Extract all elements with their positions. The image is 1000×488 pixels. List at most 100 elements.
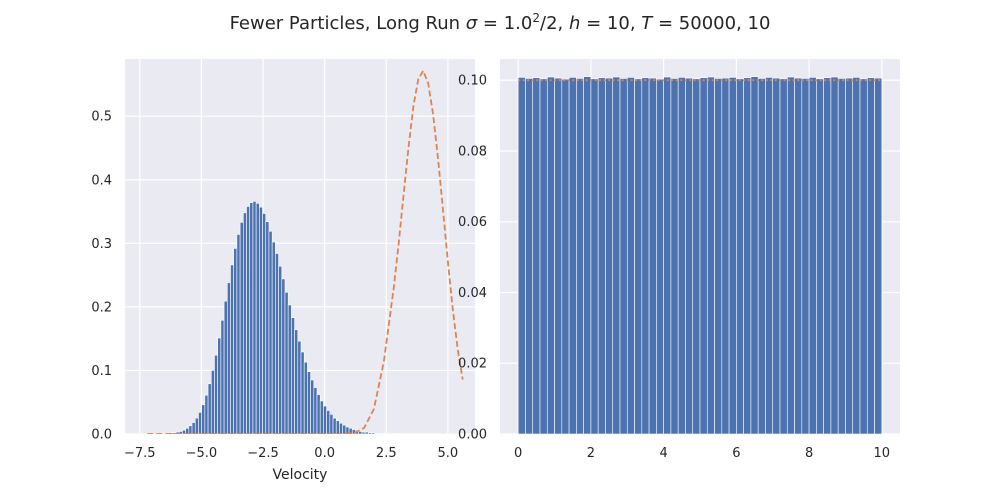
x-tick-label: 10 — [874, 446, 891, 461]
histogram-bar — [377, 433, 382, 434]
histogram-bar — [612, 76, 621, 434]
histogram-bar — [361, 431, 366, 434]
histogram-bar — [335, 420, 340, 434]
figure-title-math: 2 — [532, 11, 540, 25]
histogram-bar — [699, 77, 708, 434]
histogram-bar — [214, 354, 218, 434]
density-curve — [147, 68, 464, 434]
histogram-bar — [271, 241, 276, 434]
histogram-bar — [641, 77, 650, 434]
figure-title-math: T — [641, 13, 654, 34]
x-tick-label: −2.5 — [247, 446, 279, 461]
histogram-bar — [772, 77, 781, 434]
histogram-bar — [576, 78, 584, 434]
histogram-bar — [284, 291, 289, 434]
histogram-bar — [198, 412, 202, 434]
histogram-bar — [243, 212, 247, 434]
y-tick-label: 0.3 — [91, 237, 112, 252]
y-tick-label: 0.2 — [91, 300, 112, 315]
histogram-bar — [390, 433, 395, 434]
figure-title-math: = 1.0 — [477, 13, 532, 34]
histogram-bar — [648, 77, 657, 434]
histogram-bar — [670, 78, 679, 434]
histogram-bar — [255, 202, 260, 434]
histogram-bar — [316, 394, 321, 434]
histogram-bar — [517, 77, 526, 434]
histogram-bar — [220, 319, 225, 434]
histogram-bar — [364, 431, 369, 434]
histogram-bar — [188, 425, 193, 434]
histogram-bar — [852, 77, 861, 434]
histogram-bar — [249, 202, 254, 434]
histogram-bar — [230, 264, 234, 434]
histogram-bar — [191, 422, 196, 434]
histogram-bar — [339, 422, 343, 434]
y-tick-label: 0.08 — [458, 144, 487, 159]
histogram-bar — [568, 77, 577, 434]
histogram-bar — [714, 78, 723, 434]
histogram-bar — [287, 304, 292, 434]
histogram-bar — [845, 77, 854, 434]
histogram-bar — [874, 77, 883, 434]
figure-title-math: σ — [466, 13, 478, 34]
histogram-bar — [367, 432, 372, 434]
histogram-bar — [374, 433, 379, 434]
y-tick-label: 0.00 — [458, 428, 487, 443]
histogram-bar — [204, 394, 209, 434]
histogram-bar — [310, 379, 315, 434]
histogram-bar — [634, 78, 643, 434]
histogram-bar — [323, 405, 327, 434]
histogram-bar — [223, 300, 228, 434]
y-tick-label: 0.5 — [91, 110, 112, 125]
histogram-bar — [371, 432, 375, 434]
histogram-bar — [685, 77, 694, 434]
figure-title-math: = 50000 — [652, 13, 736, 34]
histogram-bar — [217, 337, 222, 434]
histogram-bar — [387, 433, 392, 434]
x-tick-label: 8 — [805, 446, 813, 461]
histogram-bar — [393, 433, 398, 434]
histogram-bar — [313, 387, 318, 434]
x-tick-label: −5.0 — [186, 446, 218, 461]
x-tick-label: 2.5 — [376, 446, 397, 461]
histogram-bar — [801, 78, 810, 434]
histogram-bar — [252, 201, 257, 434]
histogram-bar — [765, 77, 774, 434]
histogram-bar — [626, 77, 635, 434]
histogram-bar — [525, 78, 534, 434]
histogram-bar — [554, 77, 563, 434]
histogram-bar — [583, 76, 592, 434]
histogram-bar — [281, 278, 286, 434]
x-tick-label: 6 — [732, 446, 740, 461]
histogram-bar — [779, 78, 788, 434]
x-tick-label: 2 — [587, 446, 595, 461]
histogram-bar — [236, 234, 241, 434]
histogram-bar — [808, 77, 817, 434]
x-tick-label: 0 — [514, 446, 522, 461]
histogram-bar — [246, 206, 251, 434]
histogram-bar — [619, 78, 628, 434]
histogram-bar — [677, 77, 686, 434]
histogram-bar — [329, 413, 334, 434]
histogram-bar — [207, 383, 212, 434]
histogram-bar — [663, 76, 672, 434]
left-subplot: −7.5 −5.0 −2.5 0.0 2.5 5.0 0.0 0.1 0.2 0.3 0.4 0.5 V… — [91, 59, 475, 483]
histogram-bar — [743, 77, 752, 434]
histogram-bar — [268, 230, 273, 434]
y-tick-label: 0.10 — [458, 74, 487, 89]
histogram-bar — [794, 77, 803, 434]
histogram-bar — [605, 77, 614, 434]
histogram-bar — [275, 253, 279, 434]
histogram-bar — [561, 78, 570, 434]
figure-title-math: h — [569, 13, 580, 34]
histogram-bar — [307, 371, 311, 434]
y-tick-label: 0.4 — [91, 173, 112, 188]
histogram-bar — [837, 78, 846, 434]
histogram-bar — [259, 206, 263, 434]
figure-title-math: = 10, — [580, 13, 641, 34]
histogram-bar — [194, 417, 199, 434]
x-tick-label: 5.0 — [438, 446, 459, 461]
histogram-bar — [291, 317, 295, 434]
histogram-bar — [721, 77, 730, 434]
